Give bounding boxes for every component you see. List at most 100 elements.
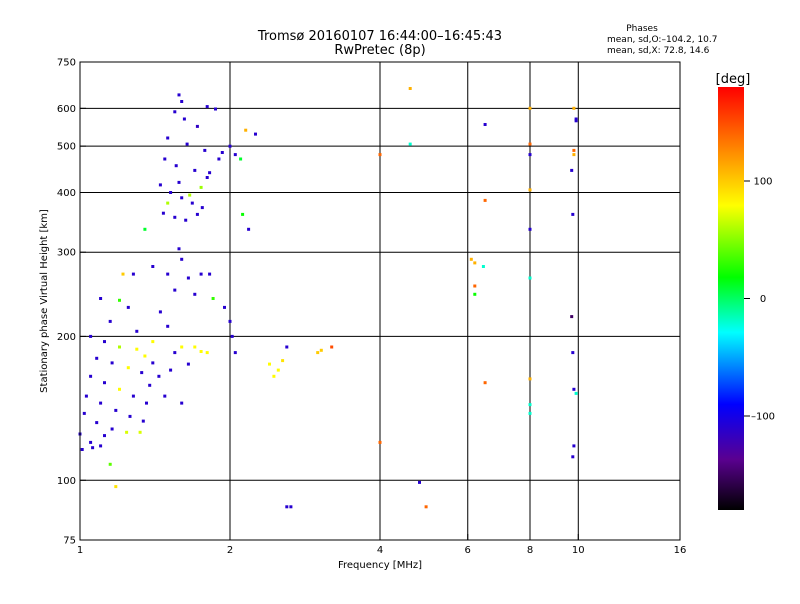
data-point bbox=[131, 394, 135, 398]
data-point bbox=[99, 401, 103, 405]
data-point bbox=[128, 414, 132, 418]
data-point bbox=[148, 383, 152, 387]
data-point bbox=[169, 191, 173, 194]
data-point bbox=[574, 117, 578, 121]
data-point bbox=[217, 157, 221, 161]
grid-lines bbox=[80, 62, 680, 540]
data-point bbox=[211, 297, 215, 300]
colorbar-tick-label: –100 bbox=[751, 412, 775, 423]
data-point bbox=[89, 334, 93, 338]
data-point bbox=[188, 193, 192, 197]
data-point bbox=[528, 188, 532, 192]
data-points bbox=[78, 87, 578, 509]
chart-title: Tromsø 20160107 16:44:00–16:45:43 bbox=[257, 29, 502, 44]
data-point bbox=[276, 368, 280, 372]
data-point bbox=[163, 157, 167, 161]
data-point bbox=[108, 462, 112, 466]
data-point bbox=[158, 183, 162, 187]
data-point bbox=[163, 394, 167, 398]
data-point bbox=[108, 319, 112, 323]
data-point bbox=[289, 505, 293, 509]
data-point bbox=[528, 411, 532, 415]
data-point bbox=[157, 374, 161, 378]
data-point bbox=[574, 119, 578, 123]
data-point bbox=[135, 347, 139, 351]
chart-subtitle: RwPretec (8p) bbox=[334, 43, 425, 58]
y-axis-label: Stationary phase Virtual Height [km] bbox=[39, 209, 50, 393]
data-point bbox=[185, 142, 189, 146]
y-tick-label: 600 bbox=[57, 104, 76, 115]
data-point bbox=[173, 110, 177, 114]
data-point bbox=[89, 440, 93, 444]
data-point bbox=[174, 164, 178, 168]
data-point bbox=[572, 106, 576, 110]
x-axis-label: Frequency [MHz] bbox=[338, 560, 422, 571]
data-point bbox=[110, 361, 114, 365]
data-point bbox=[99, 444, 103, 448]
data-point bbox=[184, 218, 188, 222]
data-point bbox=[182, 117, 186, 121]
y-tick-label: 75 bbox=[63, 536, 76, 547]
data-point bbox=[528, 403, 532, 407]
data-point bbox=[118, 345, 121, 349]
data-point bbox=[195, 212, 199, 216]
x-axis: 1 2 4 6 8 10 16 bbox=[77, 534, 687, 556]
data-point bbox=[200, 206, 204, 210]
data-point bbox=[220, 151, 224, 154]
data-point bbox=[285, 505, 289, 509]
data-point bbox=[143, 227, 147, 231]
data-point bbox=[151, 340, 155, 344]
data-point bbox=[199, 185, 203, 189]
data-point bbox=[99, 297, 103, 300]
data-point bbox=[173, 288, 177, 292]
data-point bbox=[103, 434, 106, 438]
colorbar bbox=[718, 87, 744, 510]
data-point bbox=[114, 408, 118, 412]
x-tick-label: 16 bbox=[674, 545, 687, 556]
data-point bbox=[244, 128, 248, 132]
data-point bbox=[145, 401, 148, 405]
data-point bbox=[228, 144, 232, 148]
data-point bbox=[84, 394, 88, 398]
data-point bbox=[126, 366, 130, 370]
data-point bbox=[141, 419, 145, 423]
data-point bbox=[378, 440, 382, 444]
data-point bbox=[228, 319, 232, 323]
colorbar-label: [deg] bbox=[716, 72, 751, 87]
data-point bbox=[135, 329, 139, 333]
data-point bbox=[103, 340, 106, 344]
data-point bbox=[151, 265, 155, 268]
data-point bbox=[418, 480, 421, 484]
data-point bbox=[205, 351, 209, 355]
data-point bbox=[483, 198, 487, 202]
data-point bbox=[205, 176, 209, 179]
data-point bbox=[91, 446, 95, 450]
data-point bbox=[528, 276, 532, 280]
data-point bbox=[177, 93, 181, 97]
data-point bbox=[230, 334, 234, 338]
data-point bbox=[193, 168, 197, 172]
data-point bbox=[408, 142, 412, 146]
data-point bbox=[158, 310, 162, 314]
data-point bbox=[483, 381, 487, 385]
y-tick-label: 500 bbox=[57, 142, 76, 153]
data-point bbox=[424, 505, 428, 509]
data-point bbox=[186, 362, 190, 366]
data-point bbox=[82, 411, 86, 415]
colorbar-tick-label: 0 bbox=[760, 294, 766, 305]
data-point bbox=[166, 272, 170, 276]
x-tick-label: 4 bbox=[377, 545, 383, 556]
data-point bbox=[89, 374, 93, 378]
data-point bbox=[199, 272, 203, 276]
data-point bbox=[572, 387, 576, 391]
data-point bbox=[166, 136, 170, 140]
data-point bbox=[180, 196, 184, 200]
data-point bbox=[285, 345, 289, 349]
data-point bbox=[208, 272, 212, 276]
data-point bbox=[233, 351, 237, 355]
y-tick-label: 300 bbox=[57, 248, 76, 259]
data-point bbox=[80, 448, 84, 451]
y-tick-label: 750 bbox=[57, 58, 76, 69]
y-tick-label: 200 bbox=[57, 332, 76, 343]
